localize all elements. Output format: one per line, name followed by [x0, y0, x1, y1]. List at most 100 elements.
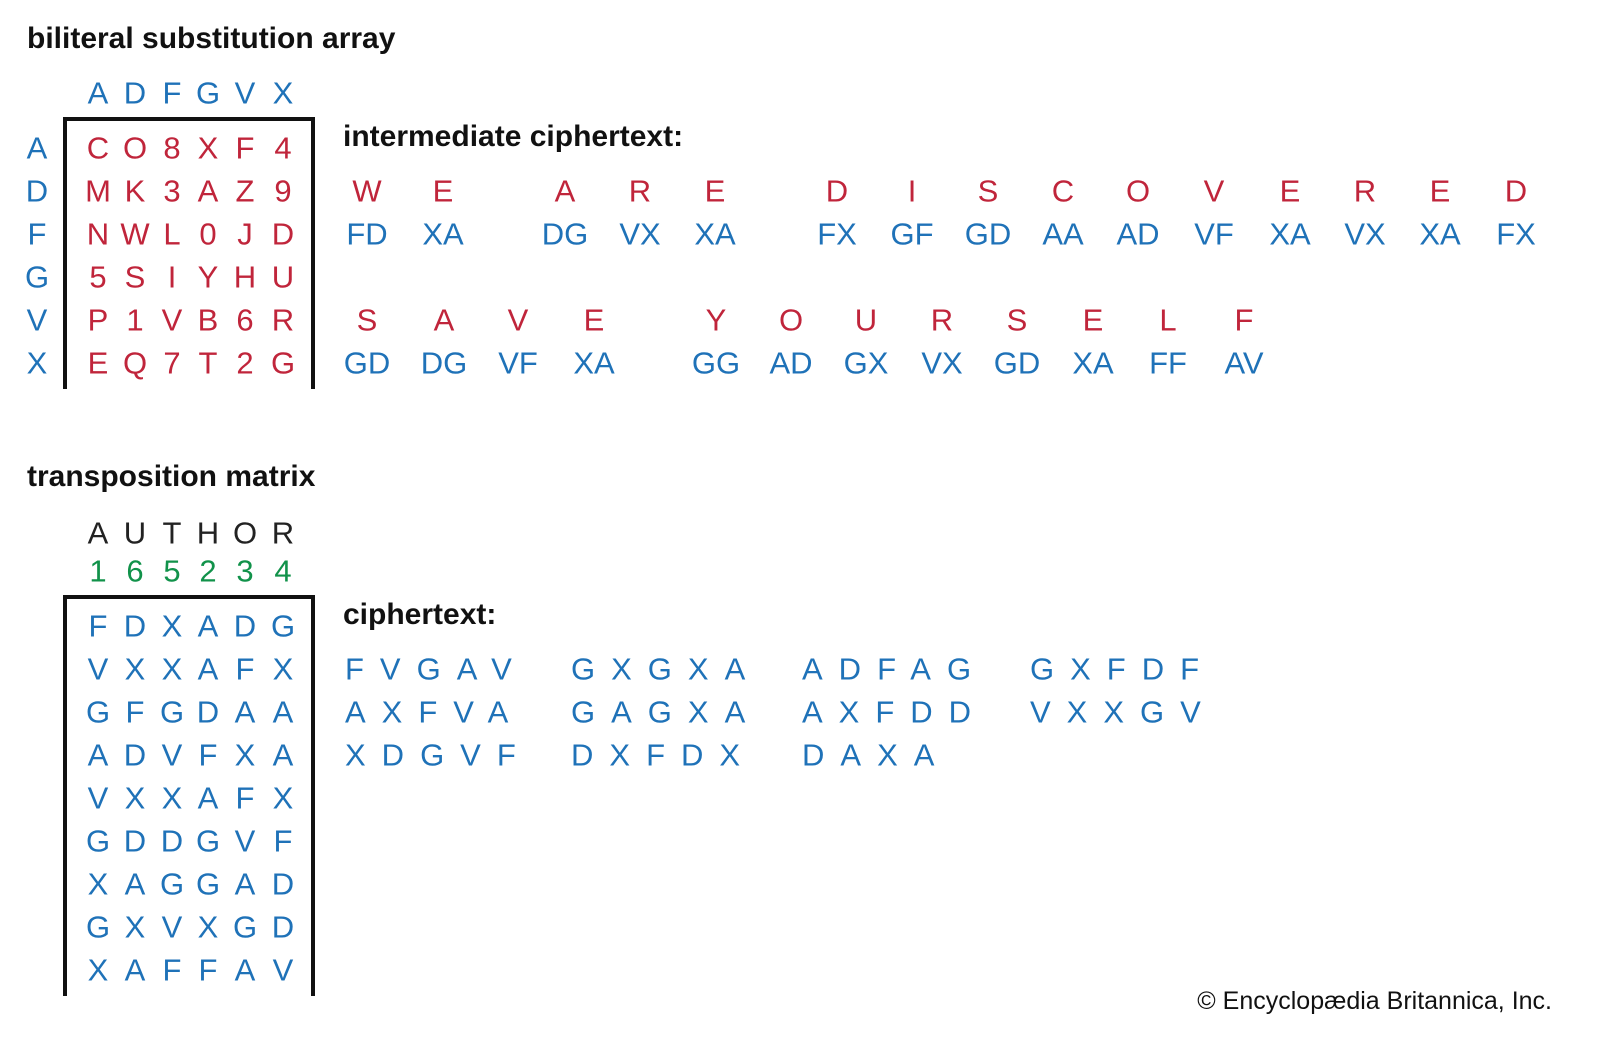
- transposition-cell: F: [198, 952, 218, 988]
- plaintext-letter: O: [1125, 173, 1151, 209]
- ciphertext-group: GAGXA: [571, 694, 762, 730]
- transposition-cell: A: [197, 651, 219, 687]
- transposition-cell: D: [123, 608, 147, 644]
- substitution-cell: X: [197, 130, 219, 166]
- substitution-cell: U: [271, 259, 295, 295]
- transposition-cell: X: [161, 608, 183, 644]
- ciphertext-group: ADFAG: [802, 651, 988, 687]
- transposition-cell: F: [162, 952, 182, 988]
- substitution-cell: O: [122, 130, 148, 166]
- transposition-cell: X: [87, 866, 109, 902]
- plaintext-letter: D: [825, 173, 849, 209]
- plaintext-letter: A: [554, 173, 576, 209]
- substitution-cell: 1: [126, 302, 144, 338]
- substitution-cell: A: [197, 173, 219, 209]
- transposition-cell: D: [271, 866, 295, 902]
- cipher-pair: GG: [691, 345, 741, 381]
- substitution-cell: 3: [163, 173, 181, 209]
- transposition-cell: V: [87, 780, 109, 816]
- keyword-letter: A: [87, 515, 109, 551]
- cipher-pair: DG: [541, 216, 589, 252]
- transposition-cell: A: [197, 608, 219, 644]
- transposition-cell: A: [87, 737, 109, 773]
- substitution-cell: I: [167, 259, 177, 295]
- transposition-cell: X: [272, 780, 294, 816]
- transposition-cell: G: [159, 694, 185, 730]
- cipher-pair: AA: [1042, 216, 1084, 252]
- cipher-pair: GF: [890, 216, 934, 252]
- substitution-cell: Z: [235, 173, 255, 209]
- transposition-cell: A: [234, 694, 256, 730]
- substitution-cell: 5: [89, 259, 107, 295]
- plaintext-letter: E: [583, 302, 605, 338]
- transposition-cell: F: [198, 737, 218, 773]
- substitution-cell: V: [161, 302, 183, 338]
- transposition-cell: A: [197, 780, 219, 816]
- transposition-box-top: [63, 595, 315, 599]
- column-header: G: [195, 75, 221, 111]
- transposition-cell: X: [161, 780, 183, 816]
- column-header: F: [162, 75, 182, 111]
- plaintext-letter: F: [1234, 302, 1254, 338]
- transposition-cell: G: [270, 608, 296, 644]
- intermediate-title: intermediate ciphertext:: [343, 120, 684, 153]
- cipher-pair: XA: [1419, 216, 1461, 252]
- substitution-cell: 7: [163, 345, 181, 381]
- transposition-cell: D: [196, 694, 220, 730]
- row-header: G: [24, 259, 50, 295]
- cipher-pair: FX: [1496, 216, 1536, 252]
- plaintext-letter: A: [433, 302, 455, 338]
- transposition-cell: X: [197, 909, 219, 945]
- transposition-cell: G: [85, 823, 111, 859]
- cipher-pair: DG: [420, 345, 468, 381]
- transposition-box-left: [63, 595, 67, 996]
- substitution-cell: L: [163, 216, 181, 252]
- cipher-pair: XA: [1072, 345, 1114, 381]
- cipher-pair: GD: [964, 216, 1012, 252]
- column-order: 3: [236, 553, 254, 589]
- ciphertext-group: AXFVA: [345, 694, 525, 730]
- plaintext-letter: V: [1203, 173, 1225, 209]
- cipher-pair: XA: [1269, 216, 1311, 252]
- transposition-title: transposition matrix: [27, 460, 316, 493]
- transposition-cell: A: [234, 952, 256, 988]
- keyword-letter: U: [123, 515, 147, 551]
- ciphertext-group: DXFDX: [571, 737, 757, 773]
- column-header: X: [272, 75, 294, 111]
- transposition-cell: V: [87, 651, 109, 687]
- row-header: X: [26, 345, 48, 381]
- cipher-pair: GD: [993, 345, 1041, 381]
- substitution-cell: P: [87, 302, 109, 338]
- transposition-cell: D: [123, 823, 147, 859]
- transposition-box-right: [311, 595, 315, 996]
- cipher-pair: VX: [921, 345, 963, 381]
- transposition-cell: F: [125, 694, 145, 730]
- column-order: 2: [199, 553, 217, 589]
- transposition-cell: G: [85, 694, 111, 730]
- column-header: D: [123, 75, 147, 111]
- substitution-title: biliteral substitution array: [27, 22, 396, 55]
- transposition-cell: X: [161, 651, 183, 687]
- transposition-cell: X: [234, 737, 256, 773]
- substitution-box-left: [63, 117, 67, 389]
- substitution-cell: R: [271, 302, 295, 338]
- transposition-cell: V: [161, 737, 183, 773]
- row-header: D: [25, 173, 49, 209]
- transposition-cell: F: [235, 780, 255, 816]
- keyword-letter: H: [196, 515, 220, 551]
- transposition-cell: G: [159, 866, 185, 902]
- cipher-pair: XA: [694, 216, 736, 252]
- substitution-box-right: [311, 117, 315, 389]
- transposition-cell: F: [235, 651, 255, 687]
- transposition-cell: X: [272, 651, 294, 687]
- column-order: 5: [163, 553, 181, 589]
- transposition-cell: G: [85, 909, 111, 945]
- plaintext-letter: E: [1429, 173, 1451, 209]
- plaintext-letter: D: [1504, 173, 1528, 209]
- plaintext-letter: E: [704, 173, 726, 209]
- substitution-cell: S: [124, 259, 146, 295]
- column-header: A: [87, 75, 109, 111]
- keyword-letter: R: [271, 515, 295, 551]
- cipher-pair: VF: [498, 345, 538, 381]
- transposition-cell: A: [272, 694, 294, 730]
